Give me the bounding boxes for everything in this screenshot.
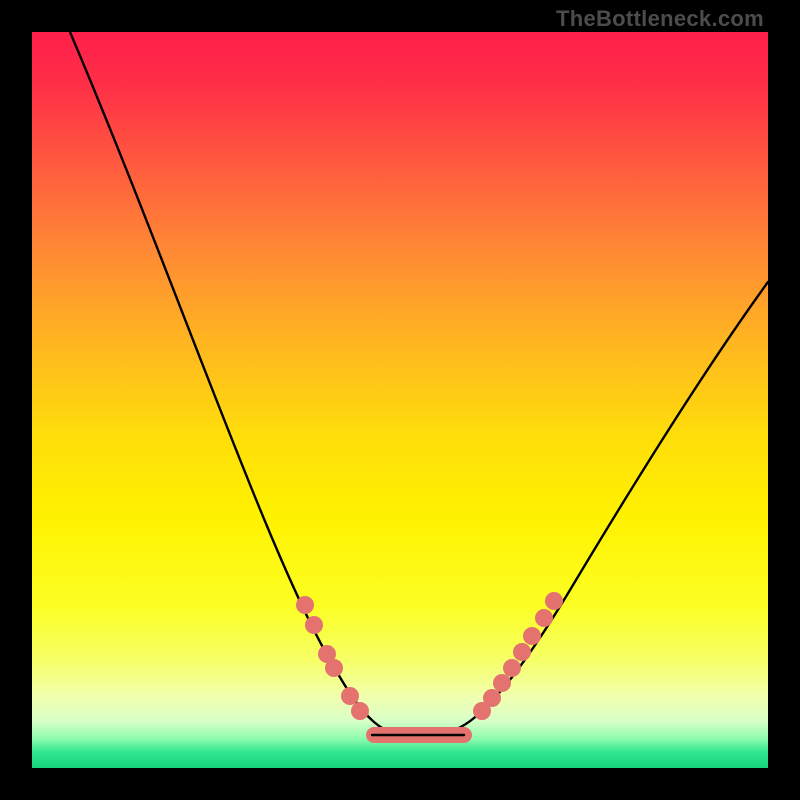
data-point: [545, 592, 563, 610]
watermark-text: TheBottleneck.com: [556, 6, 764, 32]
plot-area: [32, 32, 768, 768]
data-point: [296, 596, 314, 614]
curve-right: [436, 282, 768, 735]
chart-frame: TheBottleneck.com: [0, 0, 800, 800]
data-point: [493, 674, 511, 692]
curve-layer: [32, 32, 768, 768]
data-point: [483, 689, 501, 707]
data-point: [513, 643, 531, 661]
data-point: [325, 659, 343, 677]
dots-right: [473, 592, 563, 720]
data-point: [523, 627, 541, 645]
data-point: [341, 687, 359, 705]
data-point: [351, 702, 369, 720]
data-point: [305, 616, 323, 634]
data-point: [535, 609, 553, 627]
data-point: [503, 659, 521, 677]
curve-left: [70, 32, 400, 735]
